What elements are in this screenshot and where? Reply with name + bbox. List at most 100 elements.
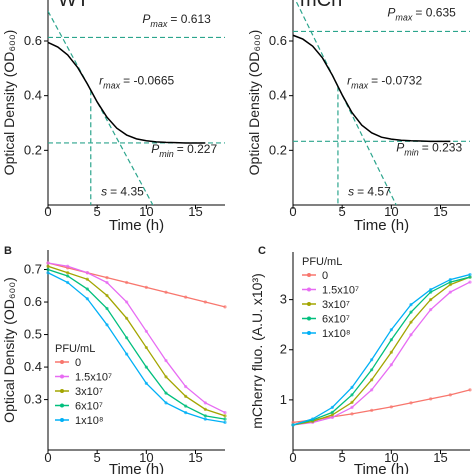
y-axis-label: Optical Density (OD₆₀₀) (246, 30, 262, 176)
x-tick-label: 15 (188, 450, 202, 465)
data-point (223, 414, 227, 418)
data-point (448, 290, 452, 294)
annotation-symbol: P (151, 142, 159, 156)
data-point (409, 320, 413, 324)
data-point (46, 271, 50, 275)
data-point (468, 275, 472, 279)
data-point (184, 411, 188, 415)
data-point (125, 316, 129, 320)
annotation-subscript: max (150, 19, 168, 29)
data-point (144, 329, 148, 333)
data-point (409, 401, 413, 405)
annotation-symbol: s (101, 184, 107, 198)
legend-dot (60, 389, 64, 393)
data-point (85, 297, 89, 301)
annotation-text: = -0.0732 (371, 74, 422, 88)
annotation-subscript: max (351, 81, 369, 91)
data-point (184, 295, 188, 299)
series-line (48, 262, 225, 414)
y-tick-label: 0.4 (269, 88, 287, 103)
data-point (144, 365, 148, 369)
x-tick-label: 0 (289, 450, 296, 465)
annotation-subscript: min (404, 148, 419, 158)
data-point (330, 415, 334, 420)
annotation: rmax = -0.0732 (347, 74, 422, 91)
data-point (203, 407, 207, 411)
data-point (429, 308, 433, 312)
annotation: Pmin = 0.227 (151, 142, 217, 159)
legend-dot (60, 418, 64, 422)
y-tick-label: 0.7 (24, 262, 42, 277)
data-point (448, 393, 452, 397)
data-point (223, 305, 227, 309)
data-point (429, 290, 433, 294)
x-tick-label: 10 (139, 450, 153, 465)
x-axis-label: Time (h) (109, 217, 164, 234)
x-tick-label: 0 (289, 204, 296, 219)
annotation-subscript: max (103, 81, 121, 91)
annotation-text: = 0.613 (170, 12, 211, 26)
y-tick-label: 0.4 (24, 359, 42, 374)
data-point (409, 303, 413, 307)
data-point (429, 287, 433, 292)
data-point (429, 298, 433, 302)
data-point (468, 280, 472, 284)
data-point (164, 401, 168, 405)
x-tick-label: 0 (44, 204, 51, 219)
x-tick-label: 15 (433, 450, 447, 465)
x-tick-label: 10 (384, 450, 398, 465)
data-point (85, 287, 89, 291)
data-point (429, 397, 433, 401)
x-tick-label: 0 (44, 450, 51, 465)
data-point (85, 271, 89, 275)
series-line (293, 276, 470, 426)
annotation-symbol: P (142, 12, 150, 26)
data-point (223, 411, 227, 415)
annotation-subscript: max (395, 12, 413, 22)
legend-label: 0 (75, 357, 81, 369)
annotation-symbol: r (347, 74, 352, 88)
annotation: Pmax = 0.635 (387, 5, 456, 22)
data-point (125, 280, 129, 285)
legend-dot (60, 360, 64, 364)
data-point (46, 267, 50, 272)
y-axis-label: Optical Density (OD₆₀₀) (1, 277, 17, 423)
legend-label: 3x10⁷ (75, 386, 103, 398)
y-tick-label: 0.4 (24, 88, 42, 103)
data-point (291, 420, 295, 425)
legend-dot (307, 287, 311, 292)
x-tick-label: 5 (94, 204, 101, 219)
data-point (291, 423, 295, 427)
data-point (66, 264, 70, 268)
data-point (105, 280, 109, 285)
legend-label: 1.5x10⁷ (75, 372, 112, 384)
legend-dot (60, 374, 64, 379)
annotation-symbol: P (387, 5, 395, 19)
panel-title: WT (58, 0, 89, 11)
y-tick-label: 0.2 (24, 142, 42, 157)
data-point (144, 381, 148, 385)
data-point (370, 368, 374, 372)
data-point (389, 338, 393, 342)
legend-dot (307, 316, 311, 321)
data-point (330, 410, 334, 415)
legend-label: 1x10⁸ (322, 328, 351, 340)
series-line (293, 34, 451, 143)
annotation-text: = 0.635 (415, 5, 456, 19)
annotation: s = 4.57 (348, 184, 391, 198)
legend-dot (307, 302, 311, 306)
panel-title: mCh (300, 0, 342, 11)
y-axis-label: Optical Density (OD₆₀₀) (1, 30, 17, 176)
x-tick-label: 15 (433, 204, 447, 219)
data-point (370, 408, 374, 412)
x-tick-label: 5 (339, 204, 346, 219)
annotation-subscript: min (159, 149, 174, 159)
data-point (389, 363, 393, 367)
data-point (223, 417, 227, 421)
annotation: rmax = -0.0665 (99, 74, 174, 91)
data-point (46, 264, 50, 268)
data-point (105, 323, 109, 327)
data-point (389, 405, 393, 409)
data-point (203, 414, 207, 418)
